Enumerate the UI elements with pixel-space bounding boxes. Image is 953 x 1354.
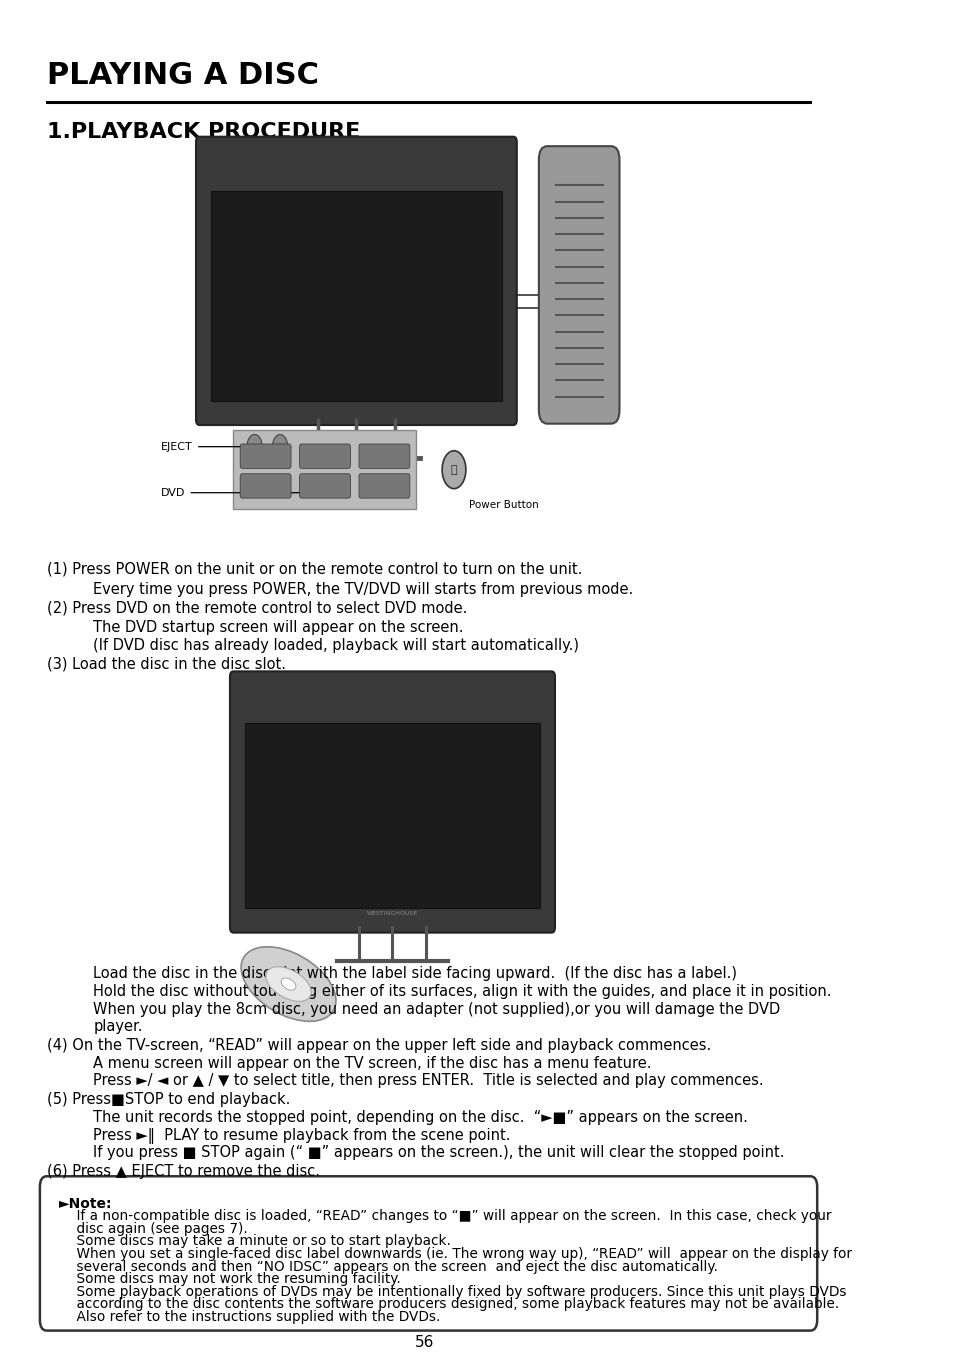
Text: When you play the 8cm disc, you need an adapter (not supplied),or you will damag: When you play the 8cm disc, you need an … <box>93 1002 780 1017</box>
Text: disc again (see pages 7).: disc again (see pages 7). <box>59 1221 248 1236</box>
Text: several seconds and then “NO IDSC” appears on the screen  and eject the disc aut: several seconds and then “NO IDSC” appea… <box>59 1259 718 1274</box>
FancyBboxPatch shape <box>538 146 618 424</box>
Text: (6) Press ▲ EJECT to remove the disc.: (6) Press ▲ EJECT to remove the disc. <box>47 1164 319 1179</box>
Text: (3) Load the disc in the disc slot.: (3) Load the disc in the disc slot. <box>47 657 285 672</box>
Circle shape <box>273 435 288 459</box>
FancyBboxPatch shape <box>358 474 410 498</box>
FancyBboxPatch shape <box>233 431 416 509</box>
FancyBboxPatch shape <box>195 137 517 425</box>
Text: (If DVD disc has already loaded, playback will start automatically.): (If DVD disc has already loaded, playbac… <box>93 638 578 653</box>
FancyBboxPatch shape <box>211 191 501 401</box>
Text: A menu screen will appear on the TV screen, if the disc has a menu feature.: A menu screen will appear on the TV scre… <box>93 1056 651 1071</box>
Text: EJECT: EJECT <box>161 441 264 452</box>
Text: The unit records the stopped point, depending on the disc.  “►■” appears on the : The unit records the stopped point, depe… <box>93 1110 747 1125</box>
Text: If a non-compatible disc is loaded, “READ” changes to “■” will appear on the scr: If a non-compatible disc is loaded, “REA… <box>59 1209 831 1223</box>
Ellipse shape <box>266 967 311 1002</box>
Text: according to the disc contents the software producers designed, some playback fe: according to the disc contents the softw… <box>59 1297 839 1311</box>
Text: If you press ■ STOP again (“ ■” appears on the screen.), the unit will clear the: If you press ■ STOP again (“ ■” appears … <box>93 1145 784 1160</box>
Text: Some discs may take a minute or so to start playback.: Some discs may take a minute or so to st… <box>59 1235 451 1248</box>
Text: 1.PLAYBACK PROCEDURE: 1.PLAYBACK PROCEDURE <box>47 122 359 142</box>
FancyBboxPatch shape <box>240 444 291 468</box>
Text: WESTINGHOUSE: WESTINGHOUSE <box>367 911 417 917</box>
Text: 56: 56 <box>415 1335 434 1350</box>
Ellipse shape <box>281 978 295 990</box>
Text: Some playback operations of DVDs may be intentionally fixed by software producer: Some playback operations of DVDs may be … <box>59 1285 846 1298</box>
Text: ►Note:: ►Note: <box>59 1197 112 1210</box>
FancyBboxPatch shape <box>230 672 555 933</box>
Text: (2) Press DVD on the remote control to select DVD mode.: (2) Press DVD on the remote control to s… <box>47 601 467 616</box>
Text: (5) Press■STOP to end playback.: (5) Press■STOP to end playback. <box>47 1093 290 1108</box>
Text: PLAYING A DISC: PLAYING A DISC <box>47 61 318 89</box>
Ellipse shape <box>241 946 335 1021</box>
Text: The DVD startup screen will appear on the screen.: The DVD startup screen will appear on th… <box>93 620 463 635</box>
Text: Press ►‖  PLAY to resume playback from the scene point.: Press ►‖ PLAY to resume playback from th… <box>93 1128 510 1144</box>
Text: ⏻: ⏻ <box>450 464 456 475</box>
Text: Some discs may not work the resuming facility.: Some discs may not work the resuming fac… <box>59 1273 400 1286</box>
Text: (1) Press POWER on the unit or on the remote control to turn on the unit.: (1) Press POWER on the unit or on the re… <box>47 562 581 577</box>
Text: player.: player. <box>93 1020 143 1034</box>
Circle shape <box>247 435 262 459</box>
FancyBboxPatch shape <box>245 723 539 909</box>
Text: Power Button: Power Button <box>469 500 538 510</box>
FancyBboxPatch shape <box>299 444 350 468</box>
Text: When you set a single-faced disc label downwards (ie. The wrong way up), “READ” : When you set a single-faced disc label d… <box>59 1247 852 1261</box>
Text: Hold the disc without touching either of its surfaces, align it with the guides,: Hold the disc without touching either of… <box>93 984 831 999</box>
Text: Every time you press POWER, the TV/DVD will starts from previous mode.: Every time you press POWER, the TV/DVD w… <box>93 582 633 597</box>
Circle shape <box>441 451 465 489</box>
FancyBboxPatch shape <box>358 444 410 468</box>
Text: Load the disc in the disc slot with the label side facing upward.  (If the disc : Load the disc in the disc slot with the … <box>93 967 737 982</box>
Text: Also refer to the instructions supplied with the DVDs.: Also refer to the instructions supplied … <box>59 1309 440 1324</box>
Text: (4) On the TV-screen, “READ” will appear on the upper left side and playback com: (4) On the TV-screen, “READ” will appear… <box>47 1039 710 1053</box>
Text: DVD: DVD <box>161 487 302 498</box>
FancyBboxPatch shape <box>299 474 350 498</box>
FancyBboxPatch shape <box>40 1177 817 1331</box>
FancyBboxPatch shape <box>240 474 291 498</box>
Text: Press ►/ ◄ or ▲ / ▼ to select title, then press ENTER.  Title is selected and pl: Press ►/ ◄ or ▲ / ▼ to select title, the… <box>93 1074 763 1089</box>
